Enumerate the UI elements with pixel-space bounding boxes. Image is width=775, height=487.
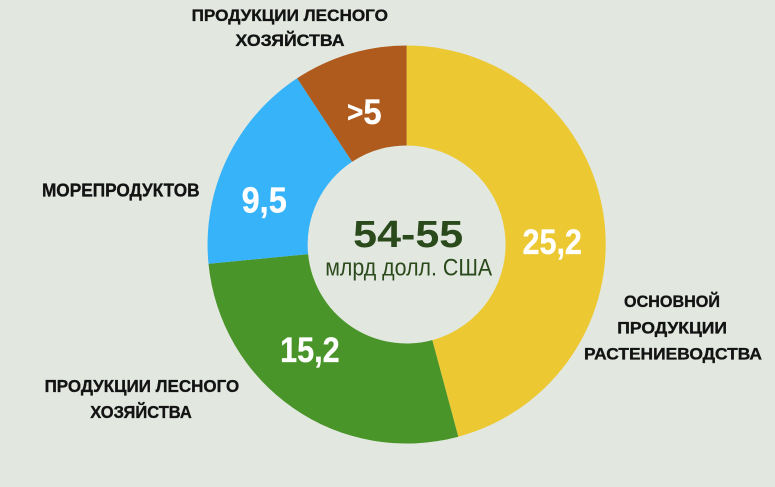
svg-text:млрд долл. США: млрд долл. США (325, 255, 493, 282)
svg-text:МОРЕПРОДУКТОВ: МОРЕПРОДУКТОВ (42, 181, 200, 201)
svg-text:15,2: 15,2 (280, 331, 340, 370)
svg-text:ПРОДУКЦИИ ЛЕСНОГО: ПРОДУКЦИИ ЛЕСНОГО (192, 6, 388, 25)
svg-text:ХОЗЯЙСТВА: ХОЗЯЙСТВА (90, 401, 192, 422)
svg-text:ПРОДУКЦИИ: ПРОДУКЦИИ (617, 320, 727, 338)
svg-text:>5: >5 (347, 93, 382, 132)
svg-text:РАСТЕНИЕВОДСТВА: РАСТЕНИЕВОДСТВА (584, 346, 762, 364)
svg-text:9,5: 9,5 (242, 180, 287, 221)
svg-text:ХОЗЯЙСТВА: ХОЗЯЙСТВА (236, 31, 345, 50)
svg-text:54-55: 54-55 (353, 214, 463, 256)
svg-text:ПРОДУКЦИИ ЛЕСНОГО: ПРОДУКЦИИ ЛЕСНОГО (45, 376, 240, 396)
svg-text:ОСНОВНОЙ: ОСНОВНОЙ (624, 292, 720, 311)
svg-text:25,2: 25,2 (522, 223, 582, 262)
